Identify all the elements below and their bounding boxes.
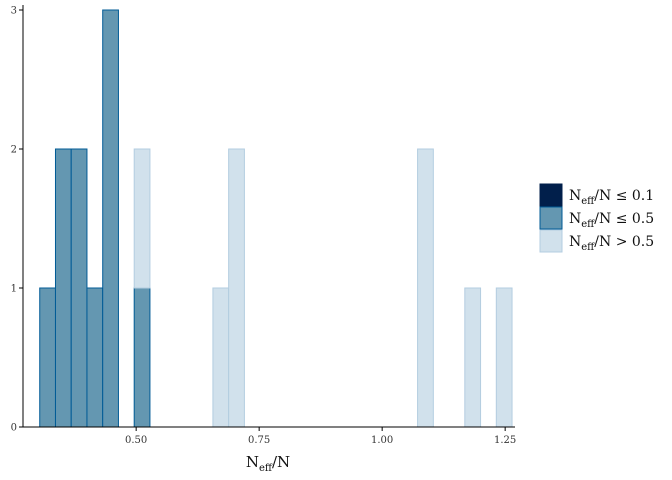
histogram-bars: [39, 9, 513, 428]
legend-key: [539, 229, 563, 253]
histogram-bar: [228, 148, 245, 428]
histogram-bar: [495, 287, 513, 428]
histogram-bar: [212, 287, 230, 428]
legend-key: [539, 206, 563, 230]
y-tick-label: 3: [11, 6, 17, 17]
histogram-bar: [133, 148, 151, 289]
histogram-bar: [39, 287, 56, 428]
histogram-bar: [54, 148, 72, 428]
legend-label: Neff/N ≤ 0.1: [569, 188, 654, 207]
x-tick-label: 1.00: [371, 435, 393, 446]
histogram-bar: [70, 148, 88, 428]
legend-label: Neff/N > 0.5: [569, 234, 654, 253]
histogram-bar: [102, 9, 119, 428]
histogram-bar: [417, 148, 434, 428]
y-tick-label: 0: [11, 423, 17, 434]
legend: Neff/N ≤ 0.1 Neff/N ≤ 0.5 Neff/N > 0.5: [539, 183, 654, 253]
legend-key: [539, 183, 563, 207]
x-axis-title: Neff/N: [246, 453, 290, 474]
y-tick-label: 2: [11, 145, 17, 156]
x-axis-ticks: 0.50 0.75 1.00 1.25: [125, 427, 516, 446]
x-tick-label: 0.75: [248, 435, 270, 446]
histogram-bar: [464, 287, 482, 428]
histogram-bar: [86, 287, 104, 428]
x-tick-label: 1.25: [494, 435, 516, 446]
y-tick-label: 1: [11, 284, 17, 295]
histogram-bar: [133, 287, 151, 428]
x-tick-label: 0.50: [125, 435, 147, 446]
legend-label: Neff/N ≤ 0.5: [569, 211, 654, 230]
y-axis-ticks: 0 1 2 3: [11, 6, 23, 434]
